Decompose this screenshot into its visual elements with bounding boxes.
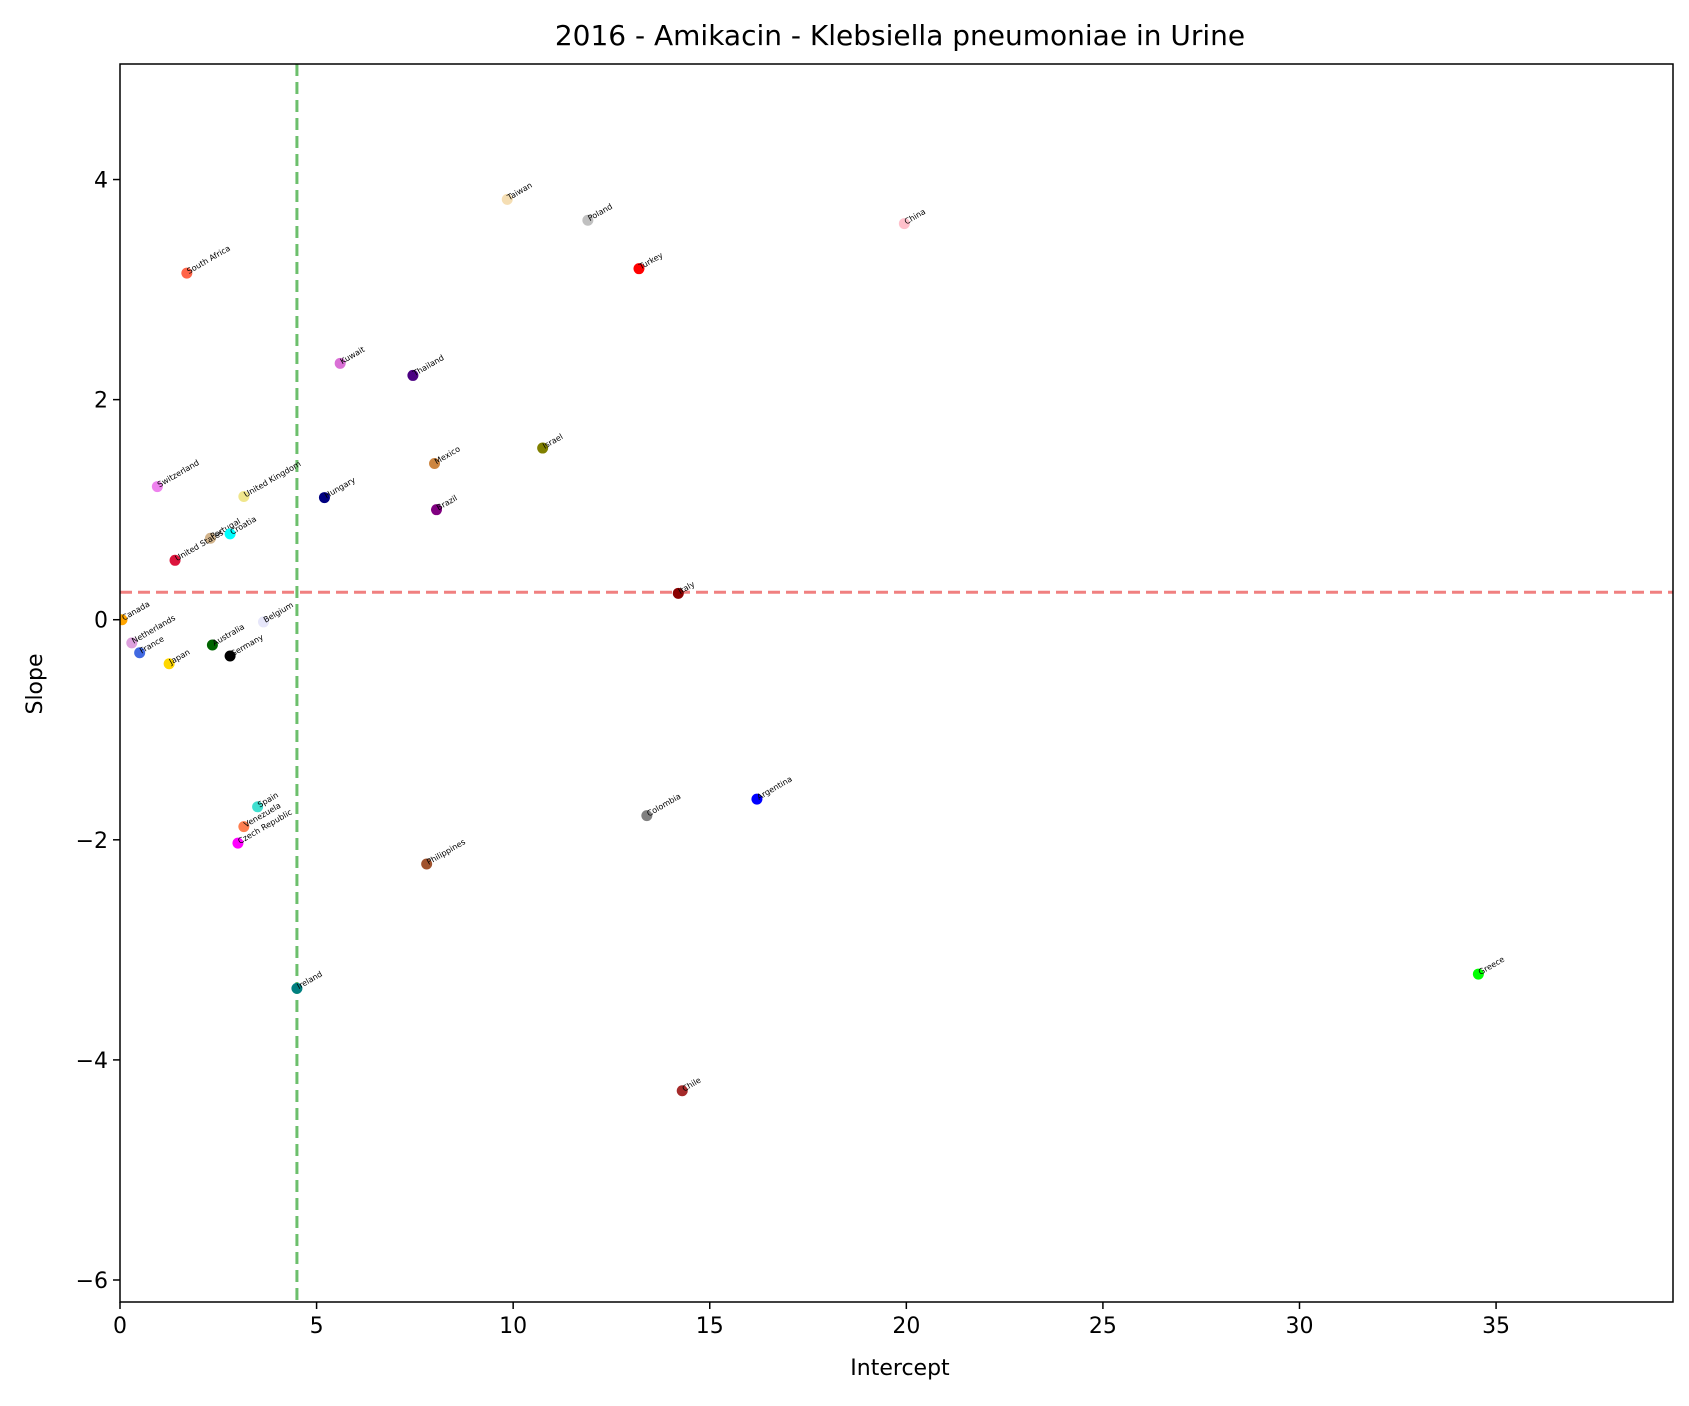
point-group-poland xyxy=(582,214,594,226)
y-tick-label: −6 xyxy=(76,1269,108,1294)
data-point-switzerland xyxy=(151,481,163,493)
x-tick-label: 20 xyxy=(892,1314,920,1339)
point-group-czech-republic xyxy=(232,837,244,849)
point-group-greece xyxy=(1472,968,1484,980)
point-group-hungary xyxy=(318,492,330,504)
data-point-kuwait xyxy=(334,357,346,369)
data-point-portugal xyxy=(204,532,216,544)
axes: 0 5 10 15 20 25 30 35 −6 −4 −2 0 2 4 xyxy=(76,63,1674,1339)
point-group-japan xyxy=(163,658,175,670)
point-group-portugal xyxy=(204,532,216,544)
point-group-united-states xyxy=(169,554,181,566)
point-group-israel xyxy=(537,442,549,454)
data-point-ireland xyxy=(291,982,303,994)
data-point-mexico xyxy=(429,457,441,469)
data-point-thailand xyxy=(407,369,419,381)
data-point-chile xyxy=(676,1085,688,1097)
point-group-belgium xyxy=(258,616,270,628)
y-tick-label: 4 xyxy=(94,169,108,194)
data-point-germany xyxy=(224,650,236,662)
point-group-germany xyxy=(224,650,236,662)
point-group-mexico xyxy=(429,457,441,469)
data-point-argentina xyxy=(751,793,763,805)
data-point-turkey xyxy=(633,263,645,275)
data-point-france xyxy=(134,647,146,659)
point-group-australia xyxy=(206,639,218,651)
data-point-brazil xyxy=(430,504,442,516)
data-point-greece xyxy=(1472,968,1484,980)
data-point-hungary xyxy=(318,492,330,504)
x-tick-label: 10 xyxy=(499,1314,527,1339)
x-tick-label: 35 xyxy=(1482,1314,1510,1339)
data-point-canada xyxy=(120,614,128,626)
data-point-united-kingdom xyxy=(238,490,250,502)
data-point-australia xyxy=(206,639,218,651)
point-group-netherlands xyxy=(126,637,138,649)
y-axis-label: Slope xyxy=(23,653,48,714)
x-tick-label: 25 xyxy=(1089,1314,1117,1339)
point-group-spain xyxy=(252,801,264,813)
point-group-china xyxy=(898,218,910,230)
data-point-colombia xyxy=(641,810,653,822)
data-point-spain xyxy=(252,801,264,813)
point-group-ireland xyxy=(291,982,303,994)
plot-frame xyxy=(119,63,1674,1303)
data-point-netherlands xyxy=(126,637,138,649)
data-point-japan xyxy=(163,658,175,670)
x-axis-label: Intercept xyxy=(850,1356,950,1381)
data-point-taiwan xyxy=(501,193,513,205)
point-group-switzerland xyxy=(151,481,163,493)
point-group-chile xyxy=(676,1085,688,1097)
data-point-croatia xyxy=(224,528,236,540)
data-point-czech-republic xyxy=(232,837,244,849)
data-point-belgium xyxy=(258,616,270,628)
data-point-united-states xyxy=(169,554,181,566)
data-point-china xyxy=(898,218,910,230)
x-tick-label: 5 xyxy=(310,1314,324,1339)
data-point-philippines xyxy=(421,858,433,870)
point-group-venezuela xyxy=(238,821,250,833)
point-group-south-africa xyxy=(181,267,193,279)
point-group-colombia xyxy=(641,810,653,822)
point-group-italy xyxy=(672,587,684,599)
point-group-argentina xyxy=(751,793,763,805)
data-point-poland xyxy=(582,214,594,226)
y-tick-label: 2 xyxy=(94,389,108,414)
point-group-brazil xyxy=(430,504,442,516)
point-group-kuwait xyxy=(334,357,346,369)
point-group-turkey xyxy=(633,263,645,275)
x-tick-label: 30 xyxy=(1285,1314,1313,1339)
data-point-israel xyxy=(537,442,549,454)
point-group-taiwan xyxy=(501,193,513,205)
data-point-venezuela xyxy=(238,821,250,833)
point-group-philippines xyxy=(421,858,433,870)
point-group-thailand xyxy=(407,369,419,381)
point-group-canada xyxy=(120,614,128,626)
reference-lines xyxy=(120,64,1673,1302)
point-group-france xyxy=(134,647,146,659)
data-point-italy xyxy=(672,587,684,599)
x-tick-label: 0 xyxy=(113,1314,127,1339)
point-group-united-kingdom xyxy=(238,490,250,502)
y-tick-label: 0 xyxy=(94,609,108,634)
point-group-croatia xyxy=(224,528,236,540)
y-tick-label: −2 xyxy=(76,829,108,854)
y-tick-label: −4 xyxy=(76,1049,108,1074)
data-point-south-africa xyxy=(181,267,193,279)
chart-title: 2016 - Amikacin - Klebsiella pneumoniae … xyxy=(555,19,1245,52)
x-tick-label: 15 xyxy=(696,1314,724,1339)
